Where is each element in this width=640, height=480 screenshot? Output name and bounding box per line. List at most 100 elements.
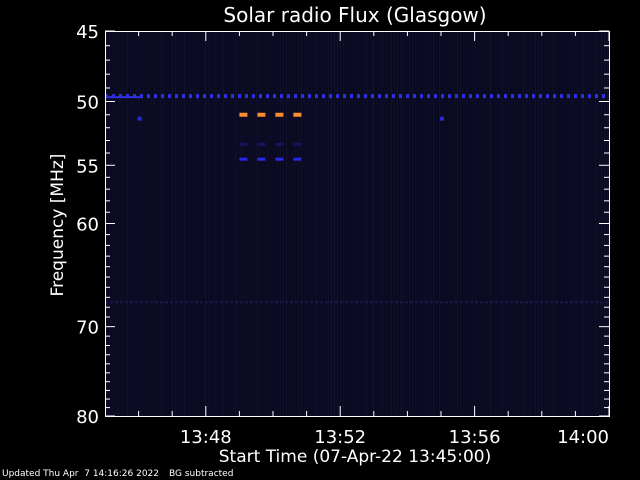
faint-band-dot <box>365 301 368 304</box>
noise-column <box>265 32 266 415</box>
emission-dot <box>294 94 297 99</box>
y-tick-label: 55 <box>76 156 99 177</box>
noise-column <box>391 32 392 415</box>
emission-dot <box>259 94 262 99</box>
noise-column <box>535 32 536 415</box>
noise-column <box>436 32 437 415</box>
noise-column <box>484 32 485 415</box>
noise-texture <box>106 32 608 415</box>
noise-column <box>568 32 569 415</box>
emission-dot <box>301 94 304 99</box>
noise-column <box>592 32 593 415</box>
emission-dot <box>539 94 542 99</box>
noise-column <box>139 32 140 415</box>
noise-column <box>118 32 119 415</box>
faint-band-dot <box>335 301 338 304</box>
noise-column <box>400 32 401 415</box>
faint-band-dot <box>125 301 128 304</box>
emission-dot <box>252 94 255 99</box>
emission-dot <box>175 94 178 99</box>
faint-band-dot <box>130 301 133 304</box>
faint-band-dot <box>500 301 503 304</box>
noise-column <box>517 32 518 415</box>
emission-dot <box>217 94 220 99</box>
emission-dot <box>329 94 332 99</box>
emission-dash <box>257 157 266 161</box>
emission-dot <box>378 94 381 99</box>
faint-band-dot <box>395 301 398 304</box>
faint-band-dot <box>330 301 333 304</box>
faint-band-dot <box>270 301 273 304</box>
faint-band-dot <box>565 301 568 304</box>
noise-column <box>166 32 167 415</box>
noise-column <box>298 32 299 415</box>
faint-band-dot <box>595 301 598 304</box>
faint-band-dot <box>150 301 153 304</box>
faint-band-dot <box>465 301 468 304</box>
faint-band-dot <box>325 301 328 304</box>
emission-dot <box>518 94 521 99</box>
chart-title: Solar radio Flux (Glasgow) <box>223 3 486 27</box>
noise-column <box>439 32 440 415</box>
noise-column <box>235 32 236 415</box>
noise-column <box>319 32 320 415</box>
y-tick-label: 50 <box>76 93 99 114</box>
noise-column <box>277 32 278 415</box>
y-tick-label: 60 <box>76 215 99 236</box>
y-tick-label: 70 <box>76 318 99 339</box>
noise-column <box>211 32 212 415</box>
faint-band-dot <box>255 301 258 304</box>
emission-dash <box>239 142 248 146</box>
noise-column <box>583 32 584 415</box>
faint-band-dot <box>540 301 543 304</box>
emission-dash <box>275 157 284 161</box>
noise-column <box>460 32 461 415</box>
faint-band-dot <box>170 301 173 304</box>
emission-dot <box>392 94 395 99</box>
faint-band-dot <box>435 301 438 304</box>
emission-dash <box>293 112 302 117</box>
emission-dash <box>239 112 248 117</box>
noise-column <box>337 32 338 415</box>
footer: Updated Thu Apr 7 14:16:26 2022 BG subtra… <box>2 469 243 479</box>
emission-dash <box>293 157 302 161</box>
faint-band-dot <box>535 301 538 304</box>
faint-band-dot <box>355 301 358 304</box>
faint-band-dot <box>290 301 293 304</box>
noise-column <box>544 32 545 415</box>
faint-band-dot <box>310 301 313 304</box>
faint-band-dot <box>195 301 198 304</box>
emission-dot <box>287 94 290 99</box>
faint-band-dot <box>400 301 403 304</box>
noise-column <box>358 32 359 415</box>
faint-band-dot <box>215 301 218 304</box>
noise-column <box>454 32 455 415</box>
emission-dot <box>364 94 367 99</box>
emission-dot <box>322 94 325 99</box>
noise-column <box>502 32 503 415</box>
faint-band-dot <box>280 301 283 304</box>
faint-band-dot <box>275 301 278 304</box>
faint-band-dot <box>105 301 108 304</box>
noise-column <box>151 32 152 415</box>
faint-band-dot <box>320 301 323 304</box>
noise-column <box>130 32 131 415</box>
emission-dot <box>399 94 402 99</box>
noise-column <box>574 32 575 415</box>
faint-band-dot <box>605 301 608 304</box>
noise-column <box>262 32 263 415</box>
noise-column <box>136 32 137 415</box>
noise-column <box>418 32 419 415</box>
emission-spot <box>440 116 444 121</box>
emission-dot <box>588 94 591 99</box>
noise-column <box>433 32 434 415</box>
faint-band-dot <box>470 301 473 304</box>
emission-dot <box>567 94 570 99</box>
noise-column <box>193 32 194 415</box>
noise-column <box>208 32 209 415</box>
emission-segment <box>105 96 143 99</box>
noise-column <box>409 32 410 415</box>
noise-column <box>382 32 383 415</box>
faint-band-dot <box>210 301 213 304</box>
faint-band-dot <box>345 301 348 304</box>
